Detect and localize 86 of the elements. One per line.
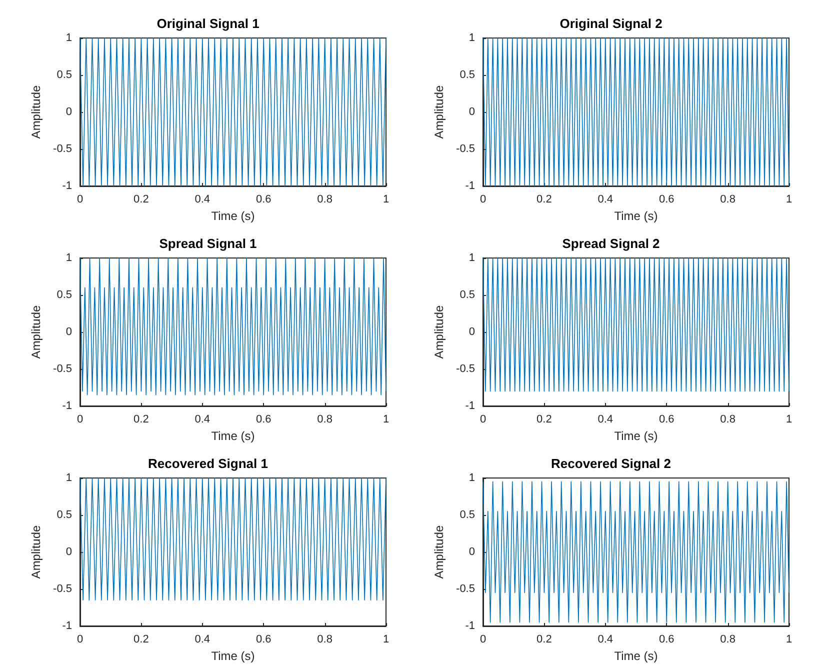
chart-title: Spread Signal 2 xyxy=(562,236,660,251)
y-axis-title: Amplitude xyxy=(29,305,44,359)
y-tick-label: 0 xyxy=(66,106,72,118)
chart-title: Original Signal 1 xyxy=(156,16,260,31)
y-axis-title: Amplitude xyxy=(29,85,44,139)
y-tick-label: 0.5 xyxy=(460,509,475,521)
y-tick-label: 0.5 xyxy=(460,69,475,81)
chart-title: Recovered Signal 1 xyxy=(148,456,268,471)
x-tick-label: 0.8 xyxy=(720,414,736,426)
y-tick-label: -1 xyxy=(62,400,72,412)
y-tick-label: -0.5 xyxy=(456,143,475,155)
y-tick-label: 1 xyxy=(468,252,475,264)
x-tick-label: 0.8 xyxy=(720,634,736,646)
x-tick-label: 0.2 xyxy=(536,634,552,646)
y-tick-label: -0.5 xyxy=(53,143,72,155)
y-tick-label: 1 xyxy=(66,252,72,264)
x-tick-label: 0.2 xyxy=(134,634,149,646)
x-tick-label: 0.8 xyxy=(317,414,332,426)
x-tick-label: 0.2 xyxy=(134,194,149,206)
y-axis-title: Amplitude xyxy=(432,85,446,139)
y-tick-label: 1 xyxy=(468,472,475,484)
y-tick-label: -1 xyxy=(465,180,475,192)
x-axis-title: Time (s) xyxy=(211,648,255,663)
x-axis-title: Time (s) xyxy=(614,428,658,443)
x-tick-label: 1 xyxy=(786,414,792,426)
line-series xyxy=(482,481,790,623)
line-series xyxy=(80,258,386,396)
y-tick-label: 0 xyxy=(468,546,475,558)
x-tick-label: 0.6 xyxy=(658,194,674,206)
y-tick-label: -0.5 xyxy=(456,583,475,595)
x-tick-label: 1 xyxy=(786,634,792,646)
x-tick-label: 0 xyxy=(480,194,486,206)
y-tick-label: 0 xyxy=(468,106,475,118)
x-tick-label: 0.2 xyxy=(536,414,552,426)
y-tick-label: 0.5 xyxy=(460,289,475,301)
x-axis-title: Time (s) xyxy=(211,428,255,443)
x-tick-label: 1 xyxy=(382,634,390,646)
x-tick-label: 0 xyxy=(480,634,486,646)
y-axis-title: Amplitude xyxy=(432,525,446,579)
y-axis-title: Amplitude xyxy=(432,305,446,359)
y-tick-label: 0.5 xyxy=(56,509,72,521)
x-tick-label: 0.4 xyxy=(598,634,614,646)
x-tick-label: 0.2 xyxy=(536,194,552,206)
x-tick-label: 0.2 xyxy=(134,414,149,426)
y-tick-label: 0 xyxy=(66,326,72,338)
y-axis-title: Amplitude xyxy=(29,525,44,579)
x-axis-title: Time (s) xyxy=(211,208,255,223)
x-tick-label: 0 xyxy=(480,414,486,426)
x-tick-label: 0.8 xyxy=(720,194,736,206)
x-tick-label: 0.4 xyxy=(194,634,210,646)
x-tick-label: 0.4 xyxy=(598,414,614,426)
chart-title: Original Signal 2 xyxy=(560,16,662,31)
y-tick-label: 1 xyxy=(468,32,475,44)
y-tick-label: -1 xyxy=(62,180,72,192)
x-axis-title: Time (s) xyxy=(614,648,658,663)
x-tick-label: 0.6 xyxy=(256,414,272,426)
chart-title: Recovered Signal 2 xyxy=(551,456,671,471)
y-tick-label: 1 xyxy=(66,32,72,44)
x-axis-title: Time (s) xyxy=(614,208,658,223)
x-tick-label: 0 xyxy=(76,414,84,426)
x-tick-label: 1 xyxy=(382,414,390,426)
x-tick-label: 0.6 xyxy=(658,414,674,426)
x-tick-label: 0.8 xyxy=(317,634,332,646)
y-tick-label: 0.5 xyxy=(56,289,72,301)
x-tick-label: 0.6 xyxy=(256,194,272,206)
x-tick-label: 0.6 xyxy=(658,634,674,646)
x-tick-label: 0 xyxy=(76,194,84,206)
y-tick-label: -0.5 xyxy=(53,363,72,375)
x-tick-label: 0.6 xyxy=(256,634,272,646)
chart-title: Spread Signal 1 xyxy=(159,236,257,251)
y-tick-label: -0.5 xyxy=(456,363,475,375)
y-tick-label: -1 xyxy=(465,620,475,632)
x-tick-label: 0.4 xyxy=(194,194,210,206)
x-tick-label: 1 xyxy=(786,194,792,206)
x-tick-label: 0 xyxy=(76,634,84,646)
x-tick-label: 0.4 xyxy=(194,414,210,426)
y-tick-label: 1 xyxy=(66,472,72,484)
x-tick-label: 0.4 xyxy=(598,194,614,206)
y-tick-label: -0.5 xyxy=(53,583,72,595)
y-tick-label: -1 xyxy=(62,620,72,632)
y-tick-label: 0 xyxy=(66,546,72,558)
x-tick-label: 0.8 xyxy=(317,194,332,206)
y-tick-label: 0 xyxy=(468,326,475,338)
y-tick-label: 0.5 xyxy=(56,69,72,81)
x-tick-label: 1 xyxy=(382,194,390,206)
y-tick-label: -1 xyxy=(465,400,475,412)
